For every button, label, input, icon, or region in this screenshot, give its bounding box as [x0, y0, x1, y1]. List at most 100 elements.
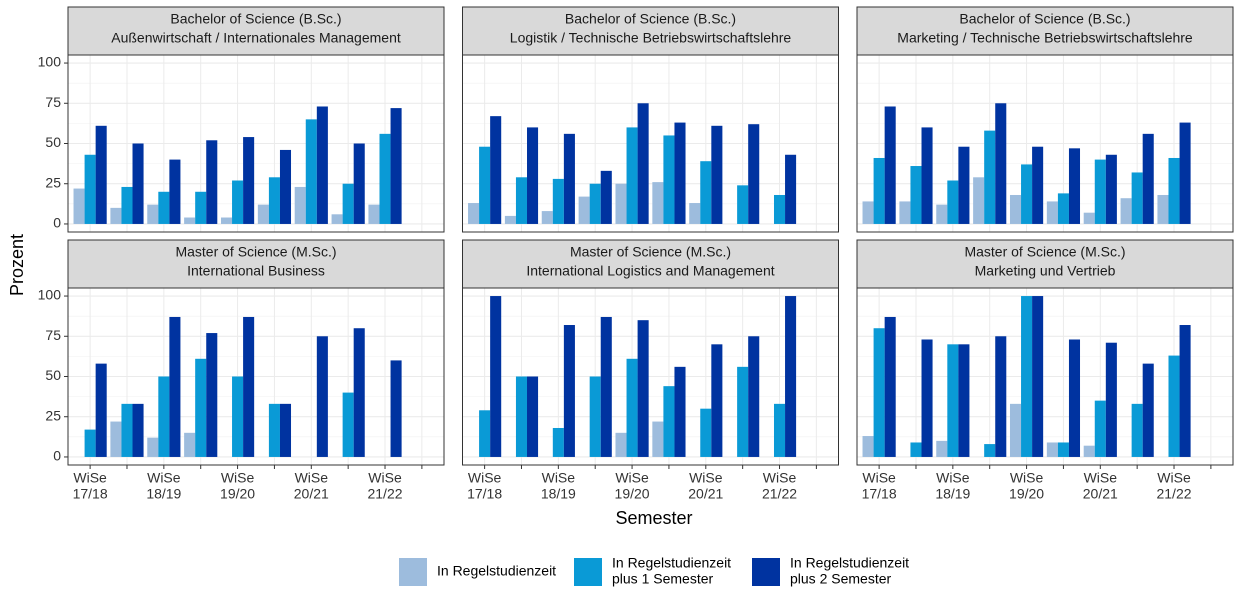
y-axis-title: Prozent — [7, 234, 27, 296]
facet-title: Bachelor of Science (B.Sc.) — [565, 11, 736, 27]
legend-label: In Regelstudienzeit — [612, 555, 731, 571]
x-tick-label: 17/18 — [862, 486, 897, 502]
bar — [1105, 342, 1117, 457]
bar — [490, 296, 502, 457]
bar — [1094, 400, 1106, 457]
bar — [626, 127, 638, 224]
y-tick-label: 50 — [45, 134, 61, 150]
bar — [995, 336, 1007, 457]
bar — [737, 366, 749, 457]
x-tick-label: WiSe — [1010, 470, 1044, 486]
bar — [921, 339, 933, 457]
bar — [379, 133, 391, 224]
bar — [169, 159, 181, 224]
bar — [737, 185, 749, 224]
bar — [84, 154, 96, 224]
bar — [1057, 193, 1069, 224]
bar — [368, 204, 380, 224]
bar — [552, 178, 564, 224]
bar — [206, 333, 218, 457]
bar — [1168, 355, 1180, 457]
legend-key — [752, 558, 780, 586]
bar — [1179, 325, 1191, 457]
bar — [158, 376, 170, 457]
x-tick-label: WiSe — [615, 470, 649, 486]
bar — [1068, 339, 1081, 457]
x-tick-label: WiSe — [468, 470, 502, 486]
bar — [862, 201, 874, 224]
bar — [268, 177, 280, 224]
bar — [1094, 159, 1106, 224]
panel-border — [67, 287, 445, 466]
bar — [342, 392, 354, 457]
bar — [984, 130, 996, 224]
legend-label: plus 1 Semester — [612, 571, 713, 587]
bar — [95, 363, 107, 457]
bar — [1105, 154, 1117, 224]
bar — [748, 336, 760, 457]
bar — [243, 316, 255, 457]
facet-title: Bachelor of Science (B.Sc.) — [959, 11, 1130, 27]
bar — [515, 376, 528, 457]
x-tick-label: WiSe — [295, 470, 329, 486]
legend-key — [574, 558, 602, 586]
x-tick-label: WiSe — [368, 470, 402, 486]
bar — [711, 344, 723, 457]
bar — [1068, 148, 1081, 224]
bar — [206, 140, 218, 224]
bar — [169, 316, 181, 457]
bar — [305, 119, 317, 224]
bar — [1179, 122, 1191, 224]
bar — [73, 188, 85, 224]
facet-title: Logistik / Technische Betriebswirtschaft… — [510, 30, 792, 46]
bar — [589, 376, 601, 457]
bar — [910, 442, 922, 457]
y-tick-label: 25 — [45, 407, 61, 423]
bar — [331, 214, 343, 224]
bar — [1120, 198, 1132, 224]
bar — [626, 358, 638, 457]
bar — [158, 191, 170, 224]
bar — [995, 103, 1007, 224]
facet-title: Master of Science (M.Sc.) — [570, 244, 731, 260]
x-tick-label: WiSe — [147, 470, 181, 486]
y-tick-label: 0 — [53, 448, 61, 464]
bar — [947, 180, 959, 224]
bar — [195, 191, 207, 224]
bar — [785, 154, 797, 224]
bar — [958, 344, 970, 457]
x-tick-label: 19/20 — [615, 486, 650, 502]
y-tick-label: 75 — [45, 327, 61, 343]
bar — [873, 328, 885, 457]
x-tick-label: 17/18 — [73, 486, 108, 502]
x-tick-label: WiSe — [542, 470, 576, 486]
bar — [1142, 363, 1154, 457]
bar — [958, 146, 970, 224]
x-tick-label: 18/19 — [935, 486, 970, 502]
bar — [910, 166, 922, 224]
bar — [773, 403, 786, 457]
bar — [748, 124, 760, 224]
panel-border — [462, 287, 839, 466]
bar — [973, 177, 985, 224]
bar — [589, 183, 601, 224]
bar — [1168, 157, 1180, 224]
bar — [1057, 442, 1069, 457]
bar — [1046, 442, 1058, 457]
facet-strip — [856, 239, 1234, 289]
facet-strip — [67, 239, 445, 289]
x-tick-label: WiSe — [1157, 470, 1191, 486]
bar — [132, 403, 144, 457]
x-tick-label: WiSe — [763, 470, 797, 486]
bar — [984, 444, 996, 457]
facet-title: Master of Science (M.Sc.) — [175, 244, 336, 260]
x-tick-label: WiSe — [221, 470, 255, 486]
bar — [862, 436, 874, 457]
bar — [504, 215, 516, 224]
bar — [1046, 201, 1058, 224]
bar — [110, 421, 122, 457]
x-tick-label: 20/21 — [294, 486, 329, 502]
x-tick-label: 20/21 — [1083, 486, 1118, 502]
bar — [785, 296, 797, 457]
bar — [220, 217, 233, 224]
